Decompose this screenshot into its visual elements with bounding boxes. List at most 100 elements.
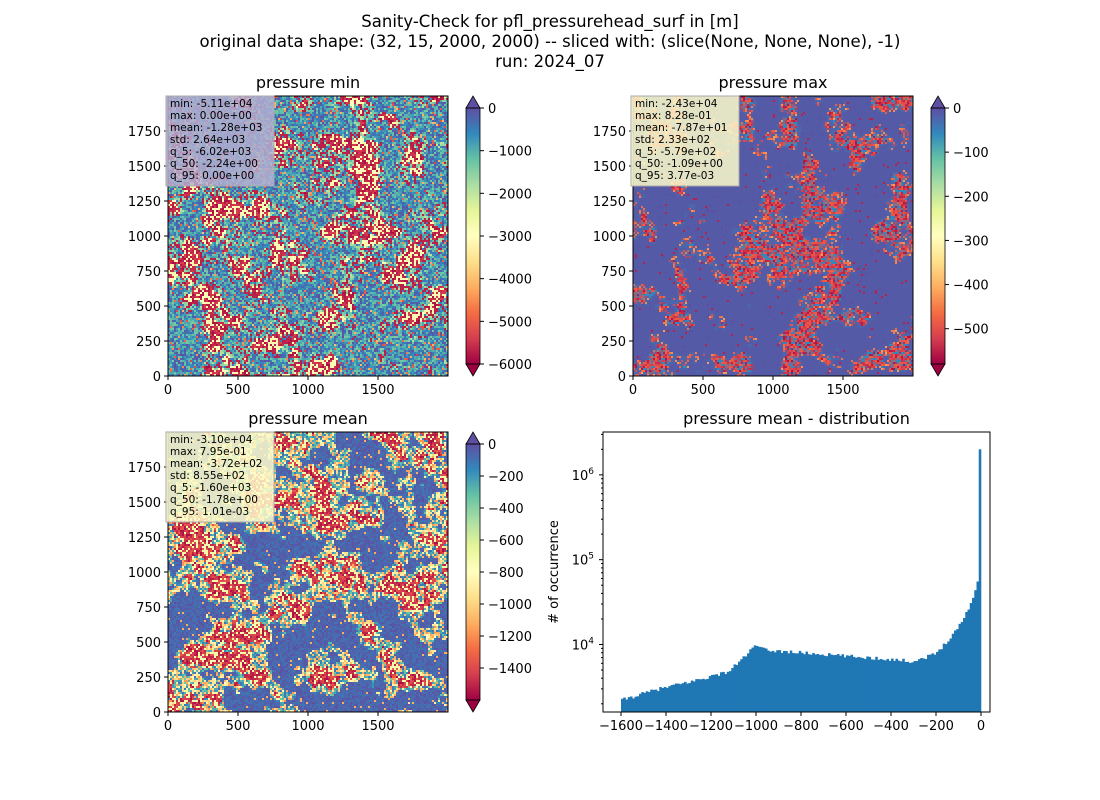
x-tick-label: −400 [873,719,909,734]
histogram-bar [758,646,761,712]
colorbar-tick-label: −500 [953,323,989,338]
y-tick-label: 750 [601,265,626,280]
histogram-bar [848,655,851,712]
histogram-bar [933,654,937,712]
histogram-bar [958,623,962,712]
histogram-bar [663,686,667,712]
histogram-bar [659,687,662,712]
histogram-bar [810,654,813,712]
histogram-bar [774,652,777,712]
y-tick-label: 1250 [593,195,626,210]
histogram-bar [668,686,671,712]
histogram-bar [708,676,712,712]
colorbar-tick-label: −6000 [488,358,532,373]
y-tick-label: 105 [572,552,594,569]
colorbar-tick-label: −2000 [488,187,532,202]
histogram-bar [690,680,694,712]
histogram-bar [816,653,820,712]
histogram-bar [882,659,885,712]
stats-line: q_95: 1.01e-03 [170,506,249,518]
x-tick-label: −1600 [599,719,643,734]
histogram-bar [877,659,881,712]
histogram-bar [832,655,836,712]
histogram-bar [922,658,926,712]
histogram-bar [913,661,917,712]
histogram-bar [627,697,631,712]
colorbar-extend-bottom [930,363,946,377]
histogram-bar [715,674,719,712]
histogram-bar [720,672,723,712]
histogram-bar [632,698,635,712]
y-axis-label: # of occurrence [547,520,562,624]
histogram-bar [976,581,980,712]
histogram-bar [756,646,759,712]
y-tick-label: 750 [136,265,161,280]
histogram-bar [965,611,968,712]
colorbar-tick-label: −3000 [488,230,532,245]
histogram-bar [839,655,842,712]
histogram-bar [645,691,649,712]
stats-line: max: 8.28e-01 [635,110,712,122]
histogram-bar [681,683,685,712]
y-tick-label: 106 [572,467,595,484]
colorbar-tick-label: −1400 [488,662,532,677]
x-tick-label: 0 [164,719,172,734]
histogram-bar [636,696,640,712]
histogram-bar [666,687,669,712]
y-tick-label: 500 [601,300,626,315]
colorbar-tick-label: −1000 [488,598,532,613]
histogram-bar [693,681,696,712]
x-tick-label: −1400 [644,719,688,734]
histogram-bar [924,659,928,712]
histogram-bar [938,649,941,712]
y-tick-label: 250 [136,335,161,350]
histogram-bar [873,659,876,712]
y-tick-label: 0 [153,370,161,385]
x-tick-label: 0 [164,383,172,398]
colorbar-tick-label: −100 [953,146,989,161]
histogram-bar [648,692,651,712]
histogram-bar [760,647,764,712]
histogram-bar [634,696,638,712]
histogram-bar [643,692,647,712]
histogram-bar [753,645,757,712]
histogram-bar [945,644,948,712]
y-tick-label: 1000 [593,230,626,245]
colorbar-tick-label: −400 [953,279,989,294]
histogram-bar [695,679,698,712]
histogram-bar [821,654,824,712]
histogram-bar [929,654,932,712]
histogram-bar [974,590,977,712]
stats-line: min: -5.11e+04 [170,98,253,110]
histogram-bar [654,689,658,712]
histogram-bar [906,661,910,712]
stats-line: std: 2.33e+02 [635,134,710,146]
histogram-bar [702,678,705,712]
histogram-bar [940,649,944,712]
y-tick-label: 1750 [593,125,626,140]
histogram-bar [711,674,714,712]
y-tick-label: 1500 [593,160,626,175]
histogram-bar [843,657,847,712]
histogram-bar [807,654,811,712]
histogram-bar [785,651,788,712]
histogram-bar [819,655,822,712]
histogram-bar [796,653,800,712]
histogram-bar [951,633,955,712]
histogram-bar [729,671,732,712]
histogram-bar [625,699,629,712]
histogram-bar [650,689,653,712]
x-tick-label: −1000 [734,719,778,734]
histogram-bar [749,649,752,712]
histogram-bar [897,660,901,712]
panel-title: pressure mean - distribution [683,409,910,428]
histogram-bar [900,661,903,712]
histogram-bar [855,657,858,712]
colorbar-tick-label: −4000 [488,273,532,288]
histogram-bar [884,660,887,712]
histogram-bar [886,658,890,712]
stats-line: mean: -1.28e+03 [170,122,262,134]
histogram-bar [846,655,849,712]
histogram-bar [834,655,838,712]
title-line-3: run: 2024_07 [495,52,605,71]
